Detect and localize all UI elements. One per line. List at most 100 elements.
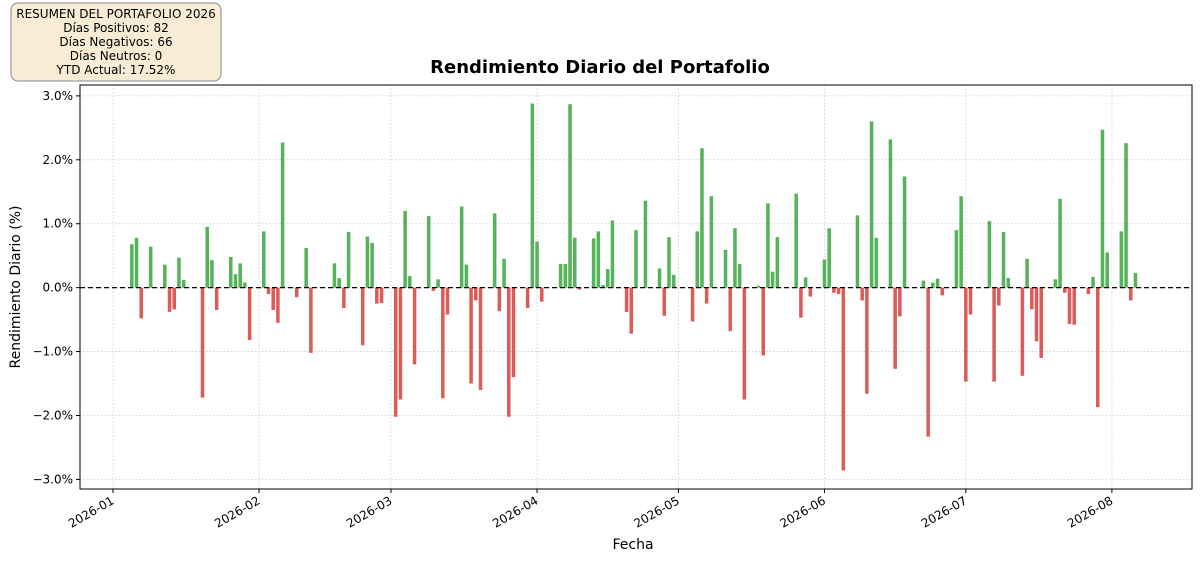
bar <box>902 176 907 288</box>
summary-line: Días Negativos: 66 <box>59 35 172 49</box>
summary-line: YTD Actual: 17.52% <box>56 63 176 77</box>
bar <box>756 285 761 288</box>
bar <box>558 263 563 288</box>
bar <box>1039 287 1043 358</box>
bar <box>987 221 992 288</box>
bar <box>247 287 252 341</box>
bar <box>572 237 577 288</box>
bar <box>888 139 893 288</box>
summary-line: RESUMEN DEL PORTAFOLIO 2026 <box>16 7 216 21</box>
bar <box>1128 287 1133 301</box>
bar <box>525 287 530 309</box>
bar <box>398 287 403 400</box>
x-tick-label: 2026-02 <box>212 493 262 530</box>
bar <box>935 278 940 288</box>
bar <box>827 228 831 288</box>
x-tick-label: 2026-04 <box>490 493 540 530</box>
bar <box>412 287 417 365</box>
bar <box>511 287 516 378</box>
bar <box>931 282 935 288</box>
bar <box>210 260 214 288</box>
bar <box>667 237 671 288</box>
bar <box>436 279 440 288</box>
bar <box>610 220 615 288</box>
bar <box>723 249 728 288</box>
y-axis-label: Rendimiento Diario (%) <box>8 205 24 368</box>
y-tick-label: 0.0% <box>43 281 74 295</box>
bar <box>1030 287 1034 310</box>
bar <box>605 269 610 288</box>
bar <box>940 287 945 296</box>
y-tick-label: 1.0% <box>43 217 74 231</box>
bar <box>370 242 374 288</box>
bar <box>662 287 667 316</box>
x-tick-label: 2026-07 <box>919 493 969 530</box>
bar <box>426 216 431 288</box>
bar <box>657 268 662 288</box>
bar <box>177 257 181 288</box>
bar <box>808 287 813 297</box>
y-tick-label: −2.0% <box>32 408 73 422</box>
bar <box>643 200 648 288</box>
bar <box>243 282 247 288</box>
bar <box>233 274 238 288</box>
bar <box>1034 287 1039 342</box>
bar <box>497 287 502 312</box>
bar <box>229 256 233 288</box>
bar <box>181 279 186 288</box>
bar <box>921 280 926 288</box>
bar <box>530 103 535 288</box>
bar <box>276 287 280 323</box>
bar <box>1001 232 1006 288</box>
bar <box>238 263 242 288</box>
bar <box>591 238 596 288</box>
bar <box>1067 287 1072 325</box>
bar <box>464 264 469 288</box>
bar <box>332 263 337 288</box>
bar <box>1105 252 1109 288</box>
bar <box>1058 198 1062 288</box>
bar <box>130 244 134 288</box>
bar <box>1006 278 1011 288</box>
bar <box>733 228 737 288</box>
x-tick-label: 2026-05 <box>631 493 681 530</box>
bar <box>502 258 506 288</box>
bar <box>992 287 996 382</box>
y-tick-label: 2.0% <box>43 153 74 167</box>
bar <box>271 287 275 311</box>
y-tick-label: −1.0% <box>32 345 73 359</box>
bar <box>309 287 313 353</box>
bar <box>577 287 582 290</box>
bar <box>704 287 709 304</box>
bar <box>761 287 765 356</box>
bar <box>671 274 676 288</box>
x-axis-label: Fecha <box>612 537 653 553</box>
bar <box>865 287 869 394</box>
bar <box>690 287 695 322</box>
bar <box>469 287 473 384</box>
bar <box>459 206 464 288</box>
bar <box>205 226 209 288</box>
bar <box>507 287 511 417</box>
bar <box>874 237 879 288</box>
bar <box>1086 287 1091 295</box>
bar <box>634 230 638 288</box>
plot-frame <box>79 84 1193 490</box>
x-tick-label: 2026-08 <box>1065 493 1115 530</box>
bar <box>968 287 973 315</box>
bar <box>803 277 808 288</box>
bar <box>342 287 346 309</box>
bar <box>167 287 172 312</box>
bar <box>492 213 497 288</box>
chart-title: Rendimiento Diario del Portafolio <box>430 57 770 78</box>
bar <box>728 287 733 332</box>
bar <box>1124 143 1128 288</box>
bar <box>770 271 775 288</box>
summary-line: Días Neutros: 0 <box>70 49 162 63</box>
bar <box>926 287 930 437</box>
bar <box>601 285 605 288</box>
bar <box>431 287 436 291</box>
bar <box>959 196 963 288</box>
bar <box>1091 276 1095 288</box>
